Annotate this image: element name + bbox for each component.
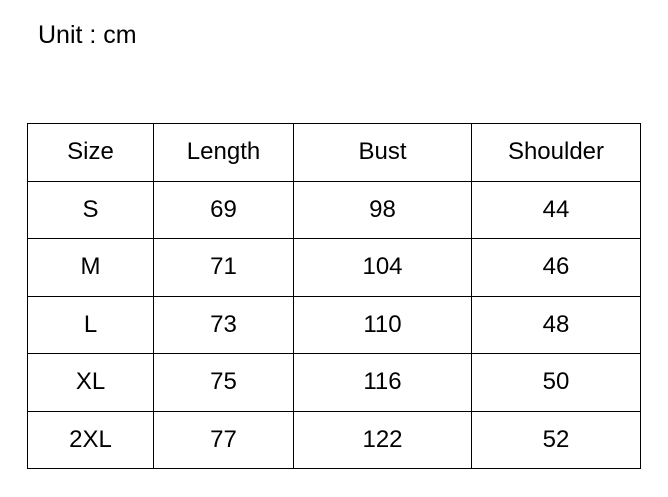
size-chart-table: Size Length Bust Shoulder S 69 98 44 M 7… xyxy=(27,123,641,469)
length-cell: 69 xyxy=(153,180,294,239)
bust-cell: 122 xyxy=(293,410,472,469)
table-row-l: L 73 110 48 xyxy=(27,295,641,354)
column-header-length: Length xyxy=(153,123,294,182)
table-row-2xl: 2XL 77 122 52 xyxy=(27,410,641,469)
size-cell: M xyxy=(27,238,154,297)
shoulder-cell: 52 xyxy=(471,410,641,469)
table-row-s: S 69 98 44 xyxy=(27,180,641,239)
size-cell: 2XL xyxy=(27,410,154,469)
shoulder-cell: 46 xyxy=(471,238,641,297)
header-row: Size Length Bust Shoulder xyxy=(27,123,641,182)
bust-cell: 98 xyxy=(293,180,472,239)
bust-cell: 110 xyxy=(293,295,472,354)
size-cell: XL xyxy=(27,353,154,412)
shoulder-cell: 44 xyxy=(471,180,641,239)
size-cell: S xyxy=(27,180,154,239)
bust-cell: 116 xyxy=(293,353,472,412)
table-row-m: M 71 104 46 xyxy=(27,238,641,297)
shoulder-cell: 50 xyxy=(471,353,641,412)
unit-label: Unit : cm xyxy=(38,21,137,49)
length-cell: 73 xyxy=(153,295,294,354)
length-cell: 77 xyxy=(153,410,294,469)
column-header-bust: Bust xyxy=(293,123,472,182)
column-header-shoulder: Shoulder xyxy=(471,123,641,182)
size-cell: L xyxy=(27,295,154,354)
shoulder-cell: 48 xyxy=(471,295,641,354)
column-header-size: Size xyxy=(27,123,154,182)
length-cell: 75 xyxy=(153,353,294,412)
bust-cell: 104 xyxy=(293,238,472,297)
table-row-xl: XL 75 116 50 xyxy=(27,353,641,412)
length-cell: 71 xyxy=(153,238,294,297)
